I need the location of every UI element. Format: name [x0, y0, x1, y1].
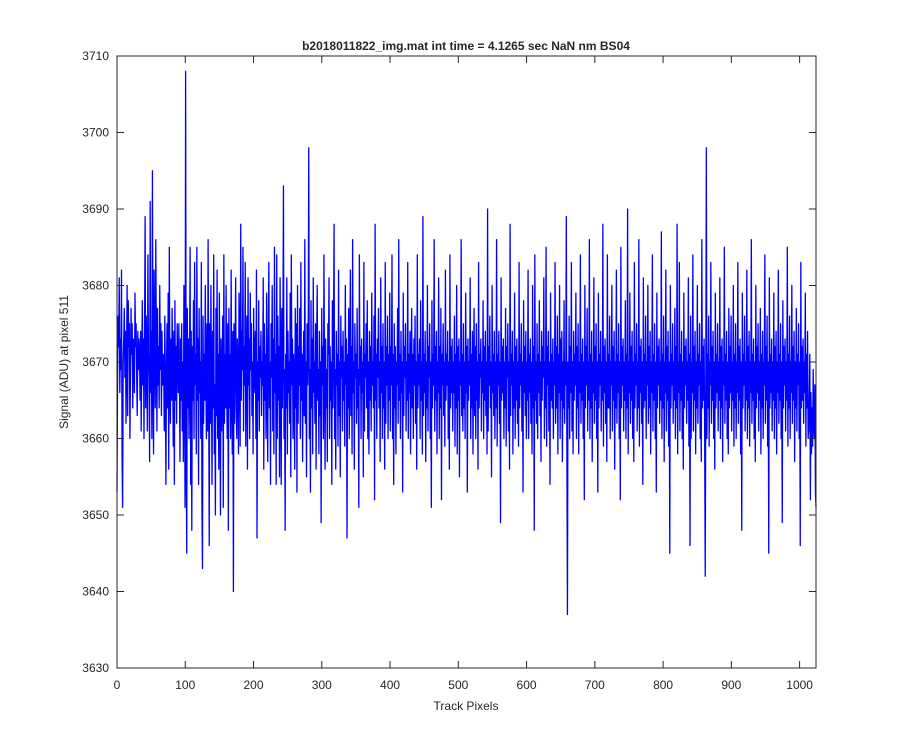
x-tick-label: 400: [380, 678, 400, 692]
y-tick-label: 3660: [82, 432, 109, 446]
y-tick-label: 3690: [82, 202, 109, 216]
x-tick-label: 600: [517, 678, 537, 692]
x-tick-label: 200: [244, 678, 264, 692]
series-layer: [116, 70, 817, 616]
chart-title: b2018011822_img.mat int time = 4.1265 se…: [302, 39, 630, 53]
y-tick-label: 3670: [82, 355, 109, 369]
y-axis-label: Signal (ADU) at pixel 511: [57, 295, 71, 429]
x-axis-label: Track Pixels: [434, 699, 499, 713]
y-axis: 3630 3640 3650 3660 3670 3680 3690 3700 3710: [82, 49, 816, 675]
x-tick-label: 500: [448, 678, 468, 692]
y-tick-label: 3630: [82, 661, 109, 675]
x-tick-label: 300: [312, 678, 332, 692]
y-tick-label: 3700: [82, 126, 109, 140]
x-axis: 0 100 200 300 400 500 600 700 800 900 1000: [114, 56, 813, 692]
x-tick-label: 900: [721, 678, 741, 692]
series-line-0: [116, 70, 817, 616]
x-tick-label: 100: [175, 678, 195, 692]
y-tick-label: 3710: [82, 49, 109, 63]
y-tick-label: 3650: [82, 508, 109, 522]
x-tick-label: 700: [585, 678, 605, 692]
x-tick-label: 800: [653, 678, 673, 692]
x-tick-label: 1000: [786, 678, 813, 692]
x-tick-label: 0: [114, 678, 121, 692]
y-tick-label: 3680: [82, 279, 109, 293]
y-tick-label: 3640: [82, 585, 109, 599]
